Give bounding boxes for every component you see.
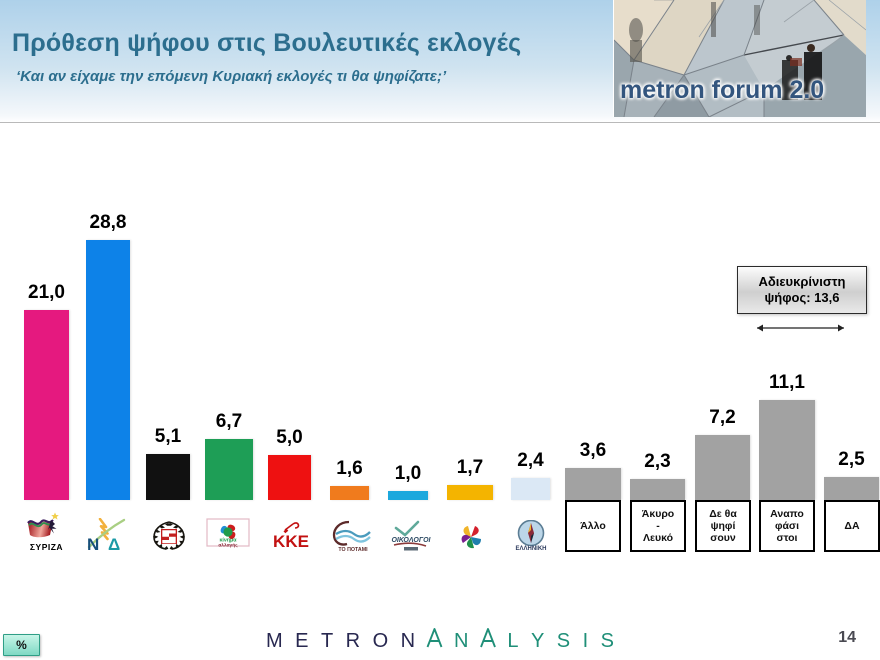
svg-text:Δ: Δ [108, 535, 120, 552]
svg-text:Y: Y [531, 630, 550, 652]
svg-text:TO ΠOTAMI: TO ΠOTAMI [338, 547, 368, 552]
svg-text:αλλαγής: αλλαγής [218, 543, 238, 549]
svg-text:R: R [345, 630, 365, 652]
svg-text:I: I [582, 630, 594, 652]
svg-text:KKE: KKE [273, 532, 309, 551]
svg-text:N: N [454, 630, 474, 652]
svg-text:ΕΛΛΗΝΙΚΗ: ΕΛΛΗΝΙΚΗ [515, 546, 546, 552]
svg-text:T: T [321, 630, 339, 652]
svg-text:N: N [400, 630, 420, 652]
svg-text:L: L [507, 630, 524, 652]
svg-text:S: S [600, 630, 614, 652]
svg-text:S: S [556, 630, 575, 652]
svg-text:M: M [266, 630, 289, 652]
svg-text:E: E [295, 630, 314, 652]
svg-text:O: O [372, 630, 394, 652]
svg-text:N: N [87, 535, 99, 552]
